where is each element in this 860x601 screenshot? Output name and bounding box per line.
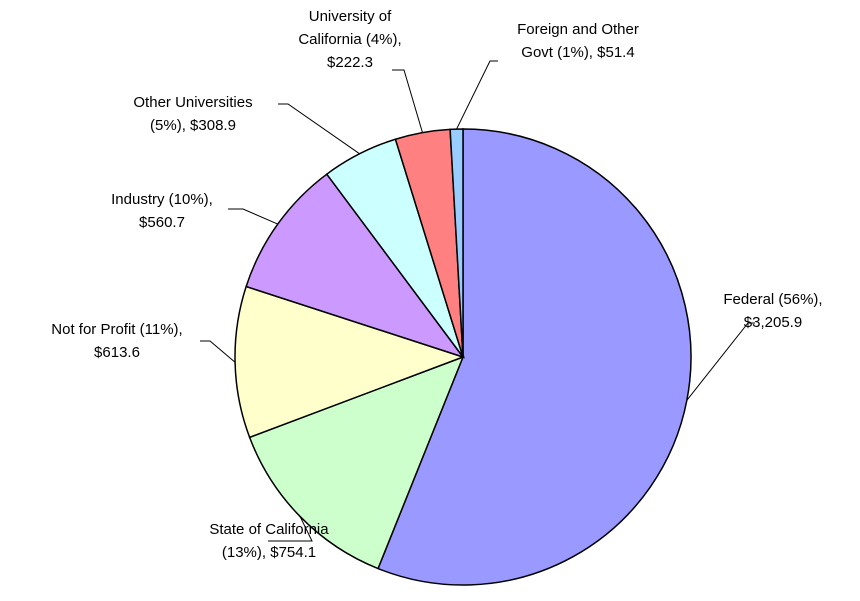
pie-slice [234,285,466,439]
leader-line [686,322,755,401]
data-label: Federal (56%), [723,291,822,308]
leader-line [228,208,278,225]
data-label: State of California [209,521,329,538]
leader-line [200,340,236,363]
data-label: (13%), $754.1 [222,544,316,561]
data-label: Not for Profit (11%), [51,321,182,338]
pie-slice [449,128,464,358]
leader-line [268,516,313,542]
data-label: $560.7 [139,214,185,231]
data-label: Govt (1%), $51.4 [521,44,634,61]
data-label: Foreign and Other [517,21,639,38]
data-label: $613.6 [94,344,140,361]
data-label: California (4%), [298,31,401,48]
leader-line [456,60,498,130]
data-label: Industry (10%), [111,191,213,208]
leader-line [392,69,423,133]
data-label: $3,205.9 [744,314,802,331]
data-label: (5%), $308.9 [150,117,236,134]
leader-line [278,103,360,155]
data-label: University of [309,8,392,25]
pie-slice [248,355,465,570]
data-label: $222.3 [327,54,373,71]
data-label: Other Universities [133,94,252,111]
